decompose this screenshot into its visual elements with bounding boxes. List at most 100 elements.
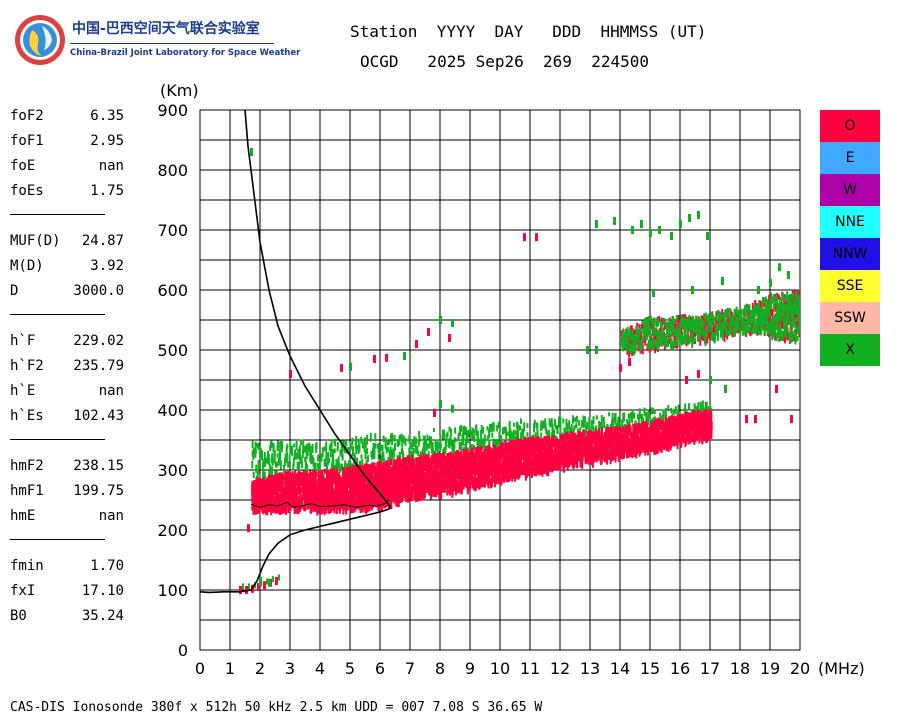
o-trace-mark [356, 491, 359, 500]
x-trace-mark [423, 447, 426, 455]
o-trace-mark [402, 463, 405, 474]
o-trace-mark [305, 495, 308, 506]
o-trace-mark [294, 497, 297, 507]
o-trace-mark [345, 482, 348, 491]
o-trace-mark [435, 471, 438, 481]
x-trace-mark [453, 449, 456, 457]
x-trace-mark [490, 427, 493, 433]
o-trace-mark [404, 477, 407, 488]
x-trace-mark [309, 445, 312, 452]
o-trace-mark [557, 448, 560, 456]
x-trace-mark [293, 443, 296, 448]
o-trace-mark [462, 453, 465, 459]
x-trace-mark [273, 450, 276, 459]
o-trace-mark [421, 488, 424, 494]
o-trace-mark [315, 506, 318, 512]
o-trace-mark [290, 476, 293, 483]
x-trace-mark [304, 456, 307, 462]
o-trace-mark [331, 480, 334, 485]
o-trace-mark [339, 481, 342, 490]
o-trace-mark [375, 493, 378, 504]
x-trace-mark [331, 463, 334, 473]
o-trace-mark [454, 471, 457, 477]
param-row: hmF1 199.75 [10, 483, 124, 508]
o-trace-mark [365, 469, 368, 479]
x-trace-mark [388, 440, 391, 445]
o-trace-mark [531, 468, 534, 474]
echo-traces [239, 287, 800, 594]
o-trace-mark [357, 486, 360, 492]
x-trace-mark [374, 443, 377, 449]
o-trace-mark [429, 471, 432, 477]
o-trace-mark [266, 479, 269, 485]
param-value: 229.02 [73, 333, 124, 349]
o-trace-mark [384, 481, 387, 489]
o-trace-mark [422, 479, 425, 489]
x-trace-mark [284, 453, 287, 460]
x-trace-mark [651, 407, 654, 414]
o-trace-mark [333, 478, 336, 484]
x-trace-mark [603, 421, 606, 429]
o-trace-mark [317, 482, 320, 490]
o-trace-mark [410, 495, 413, 502]
o-trace-mark [310, 474, 313, 480]
o-trace-mark [381, 489, 384, 499]
o-trace-mark [515, 438, 518, 446]
x-trace-mark [637, 415, 640, 423]
o-trace-mark [445, 481, 448, 489]
x-trace-mark [515, 431, 518, 441]
o-trace-mark [392, 485, 395, 492]
o-trace-mark [471, 463, 474, 473]
x-trace-mark [480, 438, 483, 446]
param-separator [10, 539, 105, 540]
o-trace-mark [464, 481, 467, 487]
x-trace-mark [365, 460, 368, 467]
o-trace-mark [438, 490, 441, 499]
o-trace-mark [543, 442, 546, 449]
o-trace-mark [429, 466, 432, 472]
o-trace-mark [271, 494, 274, 500]
x-trace-mark [261, 450, 264, 461]
o-trace-mark [421, 459, 424, 470]
o-trace-mark [489, 454, 492, 459]
x-trace-mark [647, 411, 650, 419]
x-trace-mark [694, 405, 697, 414]
o-trace-mark [550, 452, 553, 459]
x-trace-mark [642, 417, 645, 426]
x-trace-mark [382, 435, 385, 442]
x-trace-mark [381, 444, 384, 455]
o-trace-mark [438, 482, 441, 490]
o-trace-mark [492, 473, 495, 481]
o-trace-mark [374, 472, 377, 482]
o-trace-mark [326, 482, 329, 490]
x-trace-mark [473, 444, 476, 451]
x-trace-mark [384, 440, 387, 450]
o-trace-mark [309, 491, 312, 501]
x-trace-mark [488, 428, 491, 439]
o-trace-mark [507, 451, 510, 462]
o-trace-mark [390, 488, 393, 497]
x-trace-mark [270, 455, 273, 464]
o-trace-mark [343, 470, 346, 480]
o-trace-mark [368, 503, 371, 512]
x-trace-mark [258, 461, 261, 469]
o-trace-mark [351, 475, 354, 482]
x-trace-mark [551, 426, 554, 437]
o-trace-mark [503, 450, 506, 459]
o-trace-mark [549, 438, 552, 446]
x-trace-mark [501, 427, 504, 435]
x-trace-mark [559, 424, 562, 433]
o-trace-mark [324, 506, 327, 514]
x-trace-mark [509, 430, 512, 440]
x-trace-mark [570, 424, 573, 434]
o-trace-mark [396, 497, 399, 507]
o-trace-mark [409, 477, 412, 484]
x-trace-mark [347, 460, 350, 467]
o-trace-mark [328, 470, 331, 478]
o-trace-mark [326, 472, 329, 482]
o-trace-mark [495, 449, 498, 456]
x-trace-mark [595, 415, 598, 420]
o-trace-mark [388, 497, 391, 503]
o-trace-mark [349, 473, 352, 483]
o-trace-mark [315, 483, 318, 489]
